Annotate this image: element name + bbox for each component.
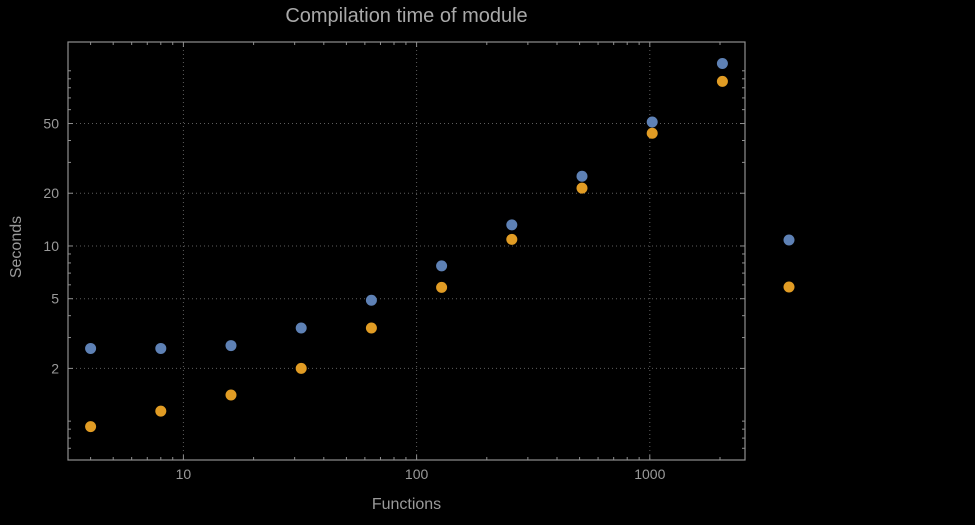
data-point-series-1-blue [646, 116, 658, 128]
y-tick-label: 5 [51, 291, 59, 307]
data-point-series-1-blue [85, 342, 97, 354]
legend-marker-2 [783, 281, 795, 293]
data-point-series-2-orange [506, 233, 518, 245]
data-point-series-2-orange [85, 421, 97, 433]
data-point-series-1-blue [295, 322, 307, 334]
x-tick-label: 1000 [634, 466, 665, 482]
data-point-series-1-blue [436, 260, 448, 272]
data-point-series-2-orange [295, 362, 307, 374]
data-point-series-1-blue [365, 294, 377, 306]
data-point-series-1-blue [506, 219, 518, 231]
data-point-series-2-orange [576, 182, 588, 194]
chart-title: Compilation time of module [285, 5, 528, 27]
data-point-series-2-orange [436, 281, 448, 293]
data-point-series-1-blue [576, 170, 588, 182]
plot-frame [67, 41, 746, 461]
data-point-series-1-blue [155, 342, 167, 354]
legend-marker-1 [783, 234, 795, 246]
y-tick-label: 2 [51, 360, 59, 376]
data-point-series-1-blue [225, 340, 237, 352]
y-tick-label: 50 [43, 116, 59, 132]
data-point-series-2-orange [716, 75, 728, 87]
x-axis-label: Functions [371, 496, 442, 513]
y-tick-label: 20 [43, 185, 59, 201]
y-axis-label: Seconds [8, 215, 25, 279]
data-point-series-2-orange [225, 389, 237, 401]
data-point-series-2-orange [646, 127, 658, 139]
y-tick-label: 10 [43, 238, 59, 254]
x-tick-label: 10 [176, 466, 192, 482]
data-point-series-2-orange [155, 405, 167, 417]
data-point-series-2-orange [365, 322, 377, 334]
x-tick-label: 100 [405, 466, 429, 482]
data-point-series-1-blue [716, 58, 728, 70]
